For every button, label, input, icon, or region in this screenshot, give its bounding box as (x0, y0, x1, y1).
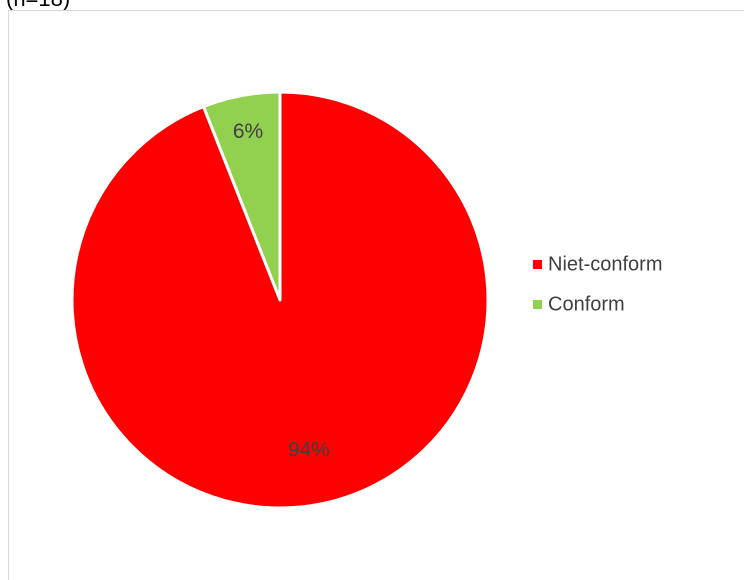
legend-swatch-niet-conform (533, 260, 542, 269)
chart-area (8, 10, 744, 580)
data-label-niet-conform: 94% (288, 439, 330, 462)
chart-legend: Niet-conform Conform (533, 253, 662, 315)
data-label-conform: 6% (233, 120, 263, 143)
legend-swatch-conform (533, 300, 542, 309)
pie-slices (70, 90, 490, 510)
pie-data-labels: 6% 94% (233, 120, 330, 462)
legend-label-conform: Conform (548, 293, 625, 315)
legend-label-niet-conform: Niet-conform (548, 253, 662, 275)
chart-caption: (n=18) (6, 0, 70, 12)
pie-slice-niet-conform (70, 90, 490, 510)
